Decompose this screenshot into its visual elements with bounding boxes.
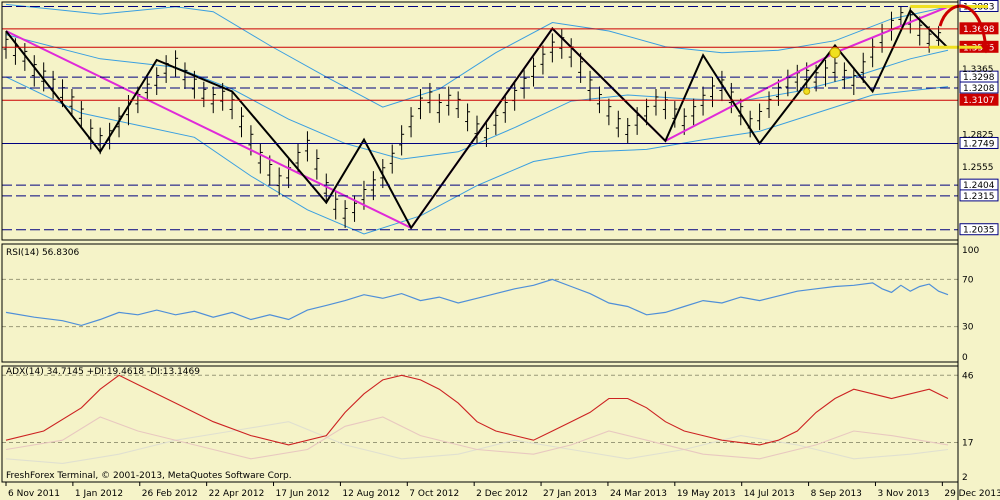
rsi-axis-tick: 0 (962, 353, 968, 363)
adx-axis-tick: 17 (962, 439, 973, 449)
time-axis-label: 19 May 2013 (677, 489, 736, 499)
time-axis-label: 27 Jan 2013 (543, 489, 597, 499)
adx-axis-tick: 2 (962, 473, 968, 483)
price-axis-tick: 1.2555 (962, 163, 994, 173)
price-level-label: 1.2315 (963, 192, 995, 202)
time-axis-label: 7 Oct 2012 (409, 489, 459, 499)
adx-title: ADX(14) 34.7145 +DI:19.4618 -DI:13.1469 (6, 367, 200, 377)
copyright-text: FreshForex Terminal, © 2001-2013, MetaQu… (6, 471, 292, 481)
time-axis-label: 17 Jun 2012 (276, 489, 330, 499)
highlight-dot (829, 47, 841, 59)
price-level-label: 1.3107 (963, 96, 995, 106)
adx-line (5, 421, 949, 464)
price-axis-tick: 1.2825 (962, 130, 994, 140)
projection-arrowhead (980, 44, 991, 54)
time-axis-label: 6 Nov 2011 (8, 489, 60, 499)
time-axis: 6 Nov 2011 1 Jan 2012 26 Feb 2012 22 Apr 20… (5, 482, 1000, 499)
bollinger-lower-line (5, 76, 949, 235)
adx-axis-tick: 46 (962, 371, 974, 381)
time-axis-label: 1 Jan 2012 (75, 489, 123, 499)
price-level-label: 1.3698 (963, 25, 995, 35)
panel-border (1, 243, 959, 363)
price-level-label: 1.2035 (963, 226, 995, 236)
time-axis-label: 26 Feb 2012 (142, 489, 198, 499)
price-axis-tick: 1.3365 (962, 65, 994, 75)
rsi-line (5, 278, 949, 327)
time-axis-label: 8 Sep 2013 (811, 489, 862, 499)
price-level-label: 1.2749 (963, 139, 995, 149)
time-axis-label: 14 Jul 2013 (744, 489, 795, 499)
panel-border (1, 365, 959, 483)
adx-line (5, 374, 949, 446)
time-axis-label: 24 Mar 2013 (610, 489, 667, 499)
price-level-badge (959, 81, 999, 94)
rsi-panel: RSI(14) 56.8306 100 70 30 0 (2, 246, 979, 363)
time-axis-label: 12 Aug 2012 (342, 489, 400, 499)
price-level-label: 1.3298 (963, 73, 995, 83)
price-level-label: 1.3208 (963, 84, 995, 94)
time-axis-label: 29 Dec 2013 (944, 489, 1000, 499)
price-panel: 1.38831.36981.35451.32981.32081.31071.27… (2, 0, 999, 236)
adx-line (5, 416, 949, 460)
price-level-badge (959, 93, 999, 106)
rsi-axis-tick: 70 (962, 275, 974, 285)
price-level-badge (959, 189, 999, 202)
projection-arrow (938, 4, 988, 51)
highlight-dot (803, 87, 811, 95)
rsi-title: RSI(14) 56.8306 (6, 248, 79, 258)
time-axis-label: 2 Dec 2012 (476, 489, 528, 499)
rsi-axis-tick: 30 (962, 323, 974, 333)
adx-panel: ADX(14) 34.7145 +DI:19.4618 -DI:13.1469 … (2, 367, 974, 483)
price-level-badge (959, 136, 999, 149)
time-axis-label: 3 Nov 2013 (877, 489, 929, 499)
price-level-label: 1.2404 (963, 181, 995, 191)
price-level-badge (959, 223, 999, 236)
rsi-axis-tick: 100 (962, 246, 979, 256)
panel-border (1, 1, 959, 241)
time-axis-label: 22 Apr 2012 (209, 489, 265, 499)
